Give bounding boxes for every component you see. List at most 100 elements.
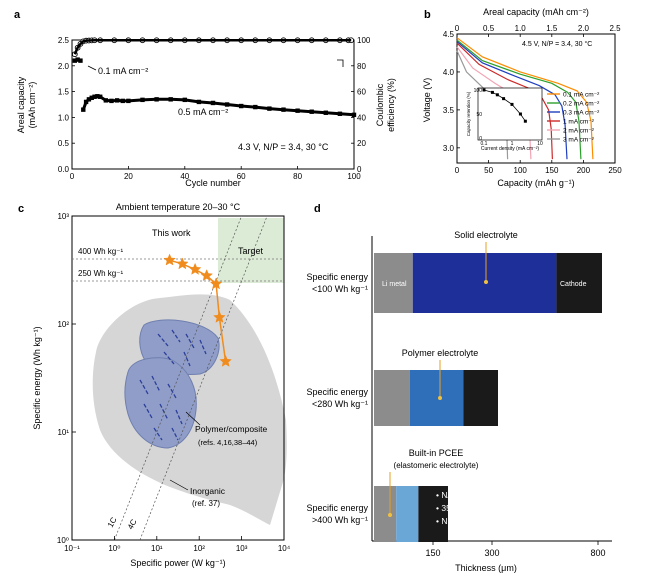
panel-a-x-tick-label: 100 [347, 172, 361, 181]
stack-segment [374, 253, 413, 313]
panel-c-x-tick-label: 10⁴ [278, 544, 291, 553]
polymer-data-dash [163, 351, 175, 365]
panel-b-top-x-label: Areal capacity (mAh cm⁻²) [483, 7, 589, 17]
legend-entry: 1 mA cm⁻² [563, 119, 595, 126]
inset-x-tick-label: 1 [511, 141, 514, 147]
discharge-curve [456, 39, 582, 160]
polymer-data-dash [175, 409, 183, 425]
panel-a-x-tick-label: 0 [70, 172, 75, 181]
panel-d-categories: Specific energy <100 Wh kg⁻¹ Specific ener… [306, 272, 368, 525]
panel-a-x-tick-label: 80 [293, 172, 302, 181]
polymer-data-dash [185, 333, 195, 349]
polymer-label-1: Polymer/composite [195, 424, 268, 434]
panel-b-x-tick-label: 150 [545, 166, 559, 175]
this-work-star [175, 257, 189, 270]
stack-segment [374, 370, 410, 426]
panel-c-y-tick-label: 10⁰ [57, 536, 69, 545]
discharge-curve [456, 41, 568, 160]
inset-y-label: Capacity retention (%) [466, 91, 471, 136]
panel-d-pointers [388, 242, 488, 517]
panel-a-y-label-right-2: efficiency (%) [386, 78, 396, 132]
panel-a: a 0 20 40 60 80 100 0.0 0.5 1.0 1.5 2.0 2.5 0 20 40 6… [14, 9, 396, 188]
polymer-data-dash [157, 333, 169, 347]
panel-b-top-x-tick-label: 2.5 [609, 24, 621, 33]
panel-b-y-ticks: 3.0 3.5 4.0 4.5 [443, 30, 460, 153]
panel-c-y-tick-label: 10² [57, 320, 69, 329]
cathode-label: Cathode [560, 281, 587, 288]
inset-frame [477, 87, 543, 141]
panel-d-x-tick-label: 300 [484, 548, 499, 558]
panel-b-x-tick-label: 200 [577, 166, 591, 175]
inset-point [490, 90, 494, 94]
panel-c-x-tick-label: 10¹ [151, 544, 163, 553]
legend-entry: 0.3 mA cm⁻² [563, 110, 600, 117]
inset-point [482, 88, 486, 92]
capacity-point [72, 58, 78, 63]
polymer-data-dash [143, 403, 153, 419]
polymer-data-dash [167, 383, 177, 399]
pcee-label: Built-in PCEE [409, 448, 464, 458]
category-label-line-1: Specific energy [306, 272, 368, 282]
this-work-star [209, 277, 223, 290]
panel-a-right-y-tick-label: 40 [357, 113, 366, 122]
spec-bullet: • NMC-83 loading >10 mg cm⁻² [436, 516, 555, 526]
panel-c-x-label: Specific power (W kg⁻¹) [130, 558, 225, 568]
panel-b-x-tick-label: 100 [514, 166, 528, 175]
panel-c-x-tick-label: 10² [193, 544, 205, 553]
panel-c-label: c [18, 203, 24, 215]
panel-b-y-tick-label: 4.5 [443, 30, 455, 39]
panel-a-annotation-pointer [87, 65, 97, 71]
polymer-label-2: (refs. 4,16,38–44) [198, 438, 258, 447]
this-work-star [188, 262, 202, 275]
stack-segment [396, 486, 419, 542]
polymer-data-dash [159, 403, 169, 421]
panel-c-y-ticks: 10⁰ 10¹ 10² 10³ [57, 212, 76, 545]
panel-a-left-y-ticks: 0.0 0.5 1.0 1.5 2.0 2.5 [58, 36, 75, 174]
ce-trace [73, 39, 352, 55]
capacity-point [75, 57, 80, 62]
target-region [218, 218, 284, 283]
panel-a-right-y-tick-label: 0 [357, 165, 362, 174]
panel-c-x-ticks: 10⁻¹ 10⁰ 10¹ 10² 10³ 10⁴ [64, 536, 291, 553]
capacity-trace [81, 94, 355, 117]
panel-a-x-tick-label: 20 [124, 172, 133, 181]
capacity-point [351, 112, 357, 118]
panel-d-bullets: • N/P ratio <3.5 • 35-μm Li metal • NMC-83… [436, 490, 555, 526]
this-work-star [163, 253, 176, 266]
pointer-dot [388, 513, 392, 517]
panel-c-this-work [163, 253, 232, 367]
inset-x-tick-label: 10 [537, 141, 543, 147]
panel-b-frame [456, 33, 616, 164]
panel-b-y-tick-label: 4.0 [443, 68, 455, 77]
pointer-dot [438, 396, 442, 400]
polymer-electrolyte-label: Polymer electrolyte [402, 348, 479, 358]
polymer-pointer [185, 411, 201, 426]
polymer-data-dash [153, 427, 163, 441]
panel-a-x-tick-label: 40 [180, 172, 189, 181]
polymer-region-lower [124, 357, 197, 449]
inorganic-pointer [169, 479, 189, 491]
panel-a-left-y-tick-label: 0.0 [58, 165, 70, 174]
polymer-dashes [139, 329, 207, 441]
reference-line-400-label: 400 Wh kg⁻¹ [78, 247, 123, 256]
panel-b-top-x-tick-label: 0.5 [483, 24, 495, 33]
panel-b-label: b [424, 9, 431, 21]
panel-c-frame [71, 215, 285, 541]
category-label-line-1: Specific energy [306, 387, 368, 397]
panel-a-right-y-tick-label: 100 [357, 36, 371, 45]
li-metal-label: Li metal [382, 281, 407, 288]
polymer-data-dash [139, 379, 149, 395]
panel-b-x-tick-label: 50 [484, 166, 493, 175]
panel-b-y-tick-label: 3.5 [443, 106, 455, 115]
panel-b-x-ticks: 0 50 100 150 200 250 [455, 160, 622, 175]
polymer-data-dash [171, 329, 181, 343]
inset-y-tick-label: 0 [479, 136, 482, 142]
spec-bullet: • N/P ratio <3.5 [436, 490, 494, 500]
panel-a-right-y-tick-label: 80 [357, 62, 366, 71]
panel-b-annotation: 4.5 V, N/P = 3.4, 30 °C [522, 40, 592, 48]
panel-b: b 0 50 100 150 200 250 0 0.5 1.0 1.5 2.0 2.5 3.03.… [422, 7, 622, 188]
category-label-line-2: <280 Wh kg⁻¹ [312, 399, 368, 409]
category-label-line-2: >400 Wh kg⁻¹ [312, 515, 368, 525]
inset-point [510, 102, 514, 106]
